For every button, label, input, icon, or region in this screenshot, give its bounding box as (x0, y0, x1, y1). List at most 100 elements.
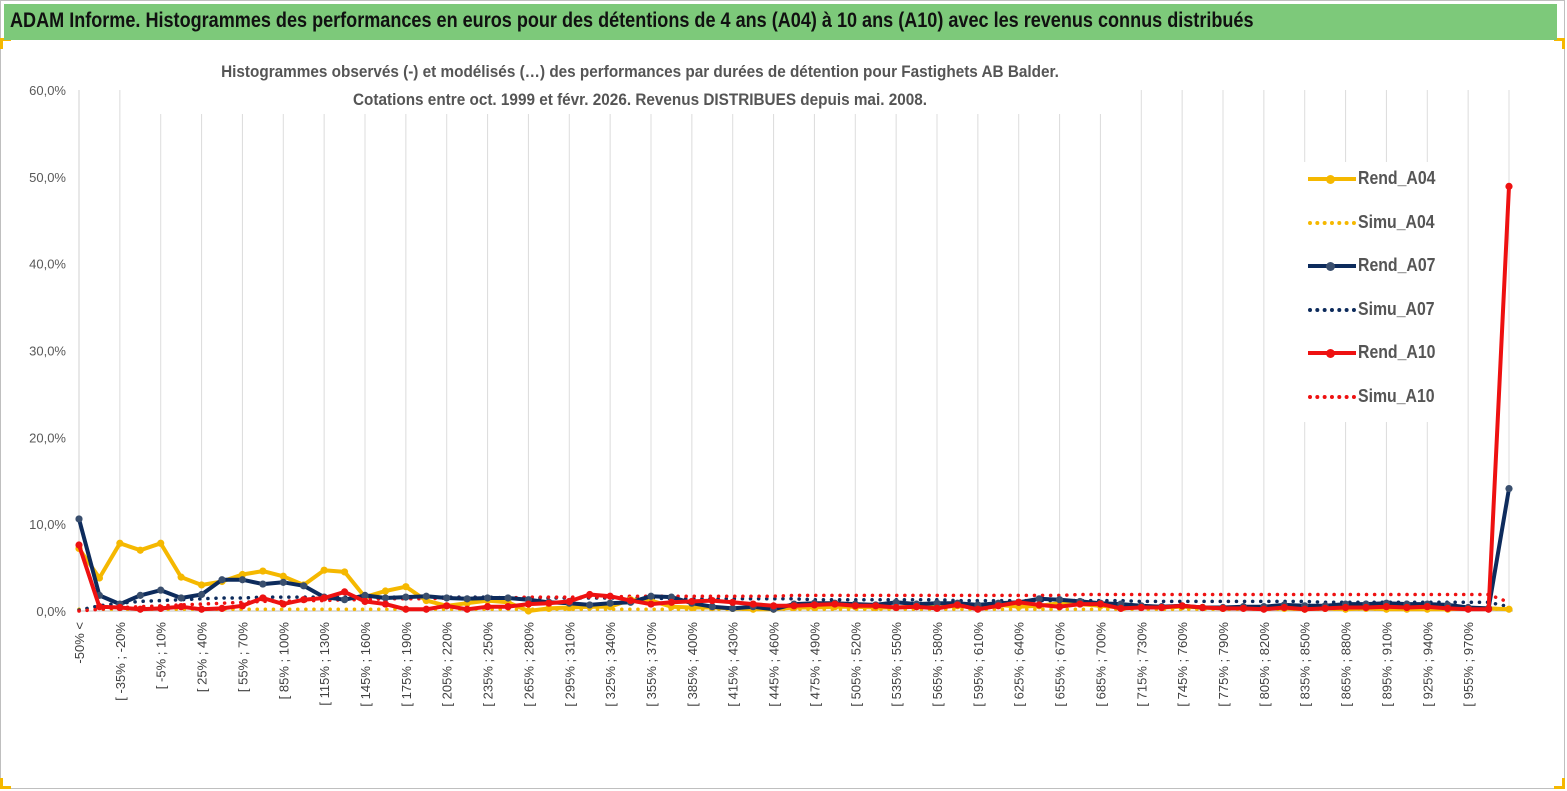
x-tick-label: [ 85% ; 100% (276, 622, 291, 700)
data-point-rend-a10 (524, 600, 533, 608)
data-point-rend-a10 (381, 600, 390, 608)
data-point-rend-a04 (116, 539, 124, 547)
data-point-rend-a10 (769, 602, 778, 610)
data-point-rend-a07 (136, 591, 144, 599)
data-point-rend-a07 (177, 594, 185, 602)
data-point-rend-a10 (340, 588, 349, 596)
data-point-rend-a04 (136, 546, 144, 554)
data-point-rend-a10 (1301, 605, 1309, 613)
data-point-rend-a07 (729, 604, 737, 612)
legend-item-simu-a10: Simu_A10 (1302, 382, 1452, 412)
data-point-rend-a10 (688, 597, 696, 606)
data-point-rend-a10 (810, 601, 819, 609)
x-tick-label: [ 175% ; 190% (399, 622, 414, 707)
data-point-rend-a04 (157, 539, 165, 547)
data-point-rend-a07 (892, 598, 900, 606)
chart-title-line-2: Cotations entre oct. 1999 et févr. 2026.… (353, 90, 927, 109)
legend-label: Rend_A04 (1358, 168, 1436, 188)
data-point-rend-a10 (626, 596, 635, 605)
data-point-rend-a10 (545, 599, 553, 607)
x-tick-label: [ 115% ; 130% (317, 622, 332, 706)
data-point-rend-a10 (320, 594, 328, 602)
data-point-rend-a10 (974, 605, 982, 613)
data-point-rend-a07 (1035, 595, 1043, 603)
data-point-rend-a07 (381, 594, 390, 602)
x-tick-label: [ -5% ; 10% (154, 622, 169, 690)
data-point-rend-a07 (402, 593, 410, 601)
data-point-rend-a10 (1382, 603, 1391, 611)
data-point-rend-a07 (483, 594, 492, 602)
data-point-rend-a10 (1403, 603, 1411, 612)
legend-item-rend-a04: Rend_A04 (1302, 164, 1452, 194)
data-point-rend-a10 (177, 603, 185, 611)
data-point-rend-a07 (647, 592, 655, 600)
data-point-rend-a10 (892, 603, 900, 612)
data-point-rend-a10 (1423, 603, 1431, 611)
data-point-rend-a10 (1362, 603, 1370, 612)
data-point-rend-a10 (1015, 598, 1023, 606)
data-point-rend-a10 (872, 602, 880, 610)
x-tick-label: [ 295% ; 310% (562, 622, 577, 707)
data-point-rend-a07 (238, 576, 247, 584)
data-point-rend-a07 (443, 594, 451, 602)
corner-mark-bottom-right (1554, 778, 1565, 789)
data-point-rend-a10 (402, 605, 410, 613)
data-point-rend-a10 (708, 596, 716, 605)
legend-label: Simu_A10 (1358, 386, 1435, 406)
data-point-rend-a10 (1444, 604, 1452, 612)
data-point-rend-a10 (361, 597, 369, 606)
data-point-rend-a10 (116, 603, 124, 612)
data-point-rend-a04 (524, 607, 533, 615)
data-point-rend-a10 (1239, 604, 1248, 612)
data-point-rend-a10 (279, 600, 287, 608)
data-point-rend-a10 (1137, 603, 1145, 612)
legend-item-simu-a04: Simu_A04 (1302, 208, 1452, 238)
data-point-rend-a10 (300, 596, 308, 604)
data-point-rend-a10 (1341, 603, 1350, 612)
legend-label: Simu_A04 (1358, 212, 1435, 232)
data-point-rend-a10 (1198, 603, 1207, 612)
x-tick-label: [ 355% ; 370% (644, 622, 659, 707)
x-tick-label: [ 955% ; 970% (1461, 622, 1476, 707)
x-tick-label: [ 25% ; 40% (195, 622, 210, 693)
data-point-rend-a07 (1505, 484, 1513, 493)
x-tick-label: [ 595% ; 610% (971, 622, 986, 707)
y-tick-label: 20,0% (29, 430, 66, 445)
data-point-rend-a10 (994, 602, 1002, 610)
data-point-rend-a04 (320, 566, 328, 574)
x-tick-label: [ 325% ; 340% (603, 622, 618, 707)
x-tick-label: [ 775% ; 790% (1216, 622, 1231, 707)
data-point-rend-a10 (483, 603, 492, 611)
data-point-rend-a10 (647, 600, 655, 608)
data-point-rend-a10 (586, 590, 594, 599)
data-point-rend-a10 (933, 604, 941, 612)
data-point-rend-a04 (402, 583, 410, 591)
data-point-rend-a10 (422, 605, 430, 613)
x-tick-label: [ 535% ; 550% (889, 622, 904, 707)
y-tick-label: 60,0% (29, 83, 66, 98)
data-point-rend-a10 (1117, 604, 1125, 612)
data-point-rend-a04 (259, 567, 267, 575)
data-point-rend-a07 (259, 580, 267, 588)
data-point-rend-a04 (279, 572, 287, 580)
data-point-rend-a10 (1055, 603, 1064, 611)
x-tick-label: [ 385% ; 400% (685, 622, 700, 707)
data-point-rend-a07 (708, 603, 716, 611)
data-point-rend-a07 (157, 586, 165, 594)
data-point-rend-a10 (259, 594, 267, 602)
x-tick-label: [ 865% ; 880% (1339, 622, 1354, 707)
data-point-rend-a10 (1035, 601, 1043, 609)
data-point-rend-a10 (95, 603, 104, 611)
legend-item-rend-a10: Rend_A10 (1302, 338, 1452, 368)
y-tick-label: 10,0% (29, 517, 66, 532)
y-tick-label: 0,0% (36, 604, 66, 619)
data-point-rend-a10 (1178, 602, 1186, 610)
x-tick-label: [ 925% ; 940% (1420, 622, 1435, 707)
data-point-rend-a04 (95, 574, 104, 582)
x-tick-label: [ 445% ; 460% (767, 622, 782, 707)
x-tick-label: [ 715% ; 730% (1134, 622, 1149, 707)
series-line-rend-a07 (77, 486, 1511, 612)
x-tick-label: [ 745% ; 760% (1175, 622, 1190, 707)
chart-legend: Rend_A04 Simu_A04 Rend_A07 Simu_A07 Rend… (1302, 162, 1452, 422)
